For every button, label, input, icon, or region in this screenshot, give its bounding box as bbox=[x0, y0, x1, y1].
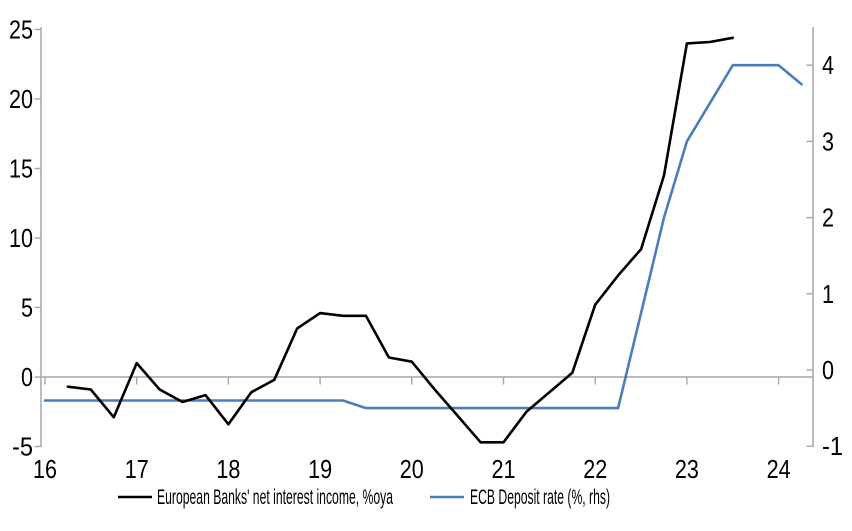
right-axis-tick-label: -1 bbox=[822, 431, 843, 461]
legend-label-ecb-deposit-rate: ECB Deposit rate (%, rhs) bbox=[470, 486, 610, 509]
left-axis-tick-label: 25 bbox=[9, 15, 33, 45]
x-axis-tick-label: 24 bbox=[767, 454, 791, 484]
x-axis-tick-label: 22 bbox=[583, 454, 607, 484]
x-axis-tick-label: 16 bbox=[33, 454, 57, 484]
left-axis-tick-label: 20 bbox=[9, 84, 33, 114]
x-axis-tick-label: 17 bbox=[125, 454, 149, 484]
x-axis-tick-label: 21 bbox=[492, 454, 516, 484]
series-line-european-banks-nii bbox=[66, 36, 735, 444]
legend-label-european-banks-nii: European Banks' net interest income, %oy… bbox=[157, 486, 393, 509]
x-axis-tick-label: 18 bbox=[216, 454, 240, 484]
series-line-ecb-deposit-rate bbox=[43, 63, 803, 410]
left-axis-tick-label: 5 bbox=[21, 293, 33, 323]
x-axis-tick-label: 19 bbox=[308, 454, 332, 484]
left-axis-tick-label: 15 bbox=[9, 154, 33, 184]
left-axis-tick-label: -5 bbox=[12, 432, 33, 462]
right-axis-tick-label: 4 bbox=[822, 50, 834, 80]
left-axis-tick-label: 10 bbox=[9, 223, 33, 253]
right-axis-tick-label: 3 bbox=[822, 126, 834, 156]
x-axis-tick-label: 23 bbox=[675, 454, 699, 484]
right-axis-tick-label: 0 bbox=[822, 355, 834, 385]
x-axis-tick-label: 20 bbox=[400, 454, 424, 484]
left-axis-tick-label: 0 bbox=[21, 362, 33, 392]
right-axis-tick-label: 1 bbox=[822, 279, 834, 309]
right-axis-tick-label: 2 bbox=[822, 203, 834, 233]
